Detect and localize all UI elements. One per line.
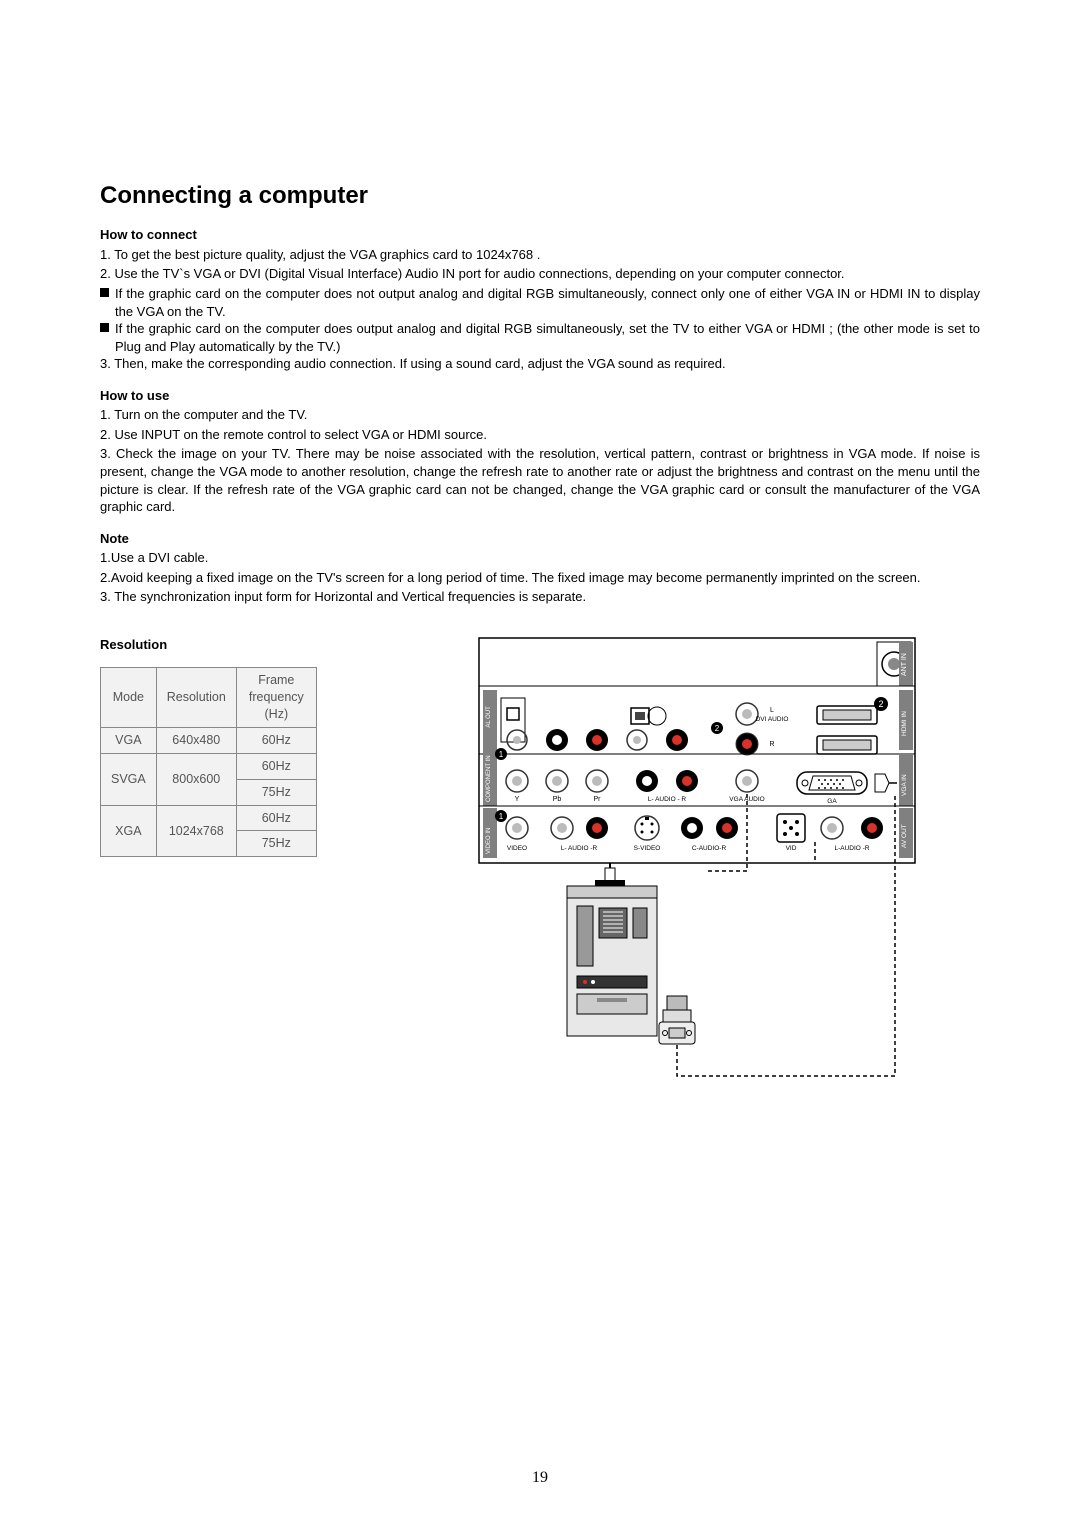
- resolution-heading: Resolution: [100, 636, 317, 654]
- c-audio-r-label: C-AUDIO-R: [692, 845, 727, 852]
- square-bullet-icon: [100, 288, 109, 297]
- cell-mode: VGA: [101, 727, 157, 753]
- resolution-table: Mode Resolution Frame frequency (Hz) VGA…: [100, 667, 317, 857]
- table-header-row: Mode Resolution Frame frequency (Hz): [101, 668, 317, 728]
- dvi-audio-l: L: [770, 707, 774, 714]
- vga-in-label: VGA IN: [901, 774, 908, 796]
- htc-line-3: 3. Then, make the corresponding audio co…: [100, 355, 980, 373]
- component-in-label: COMPONENT IN: [486, 755, 492, 802]
- ant-in-label: ANT IN: [901, 653, 908, 676]
- cell-res: 1024x768: [156, 805, 236, 857]
- l-audio-r-3: L-AUDIO -R: [834, 845, 869, 852]
- l-audio-r-2: L- AUDIO -R: [561, 845, 598, 852]
- video-in-label: VIDEO IN: [486, 827, 492, 853]
- dvi-audio-r: R: [769, 741, 774, 748]
- htc-line-2: 2. Use the TV`s VGA or DVI (Digital Visu…: [100, 265, 980, 283]
- note-line-2: 2.Avoid keeping a fixed image on the TV'…: [100, 569, 980, 587]
- cell-freq: 60Hz: [236, 727, 316, 753]
- cell-mode: XGA: [101, 805, 157, 857]
- badge-1: 1: [499, 750, 504, 759]
- vga-pins: [818, 779, 844, 789]
- dvi-audio-label: DVI AUDIO: [755, 716, 788, 723]
- page-number: 19: [0, 1467, 1080, 1489]
- col-mode: Mode: [101, 668, 157, 728]
- cell-mode: SVGA: [101, 753, 157, 805]
- how-to-use-section: How to use 1. Turn on the computer and t…: [100, 387, 980, 516]
- l-audio-r-1: L- AUDIO - R: [648, 796, 687, 803]
- s-video-label: S-VIDEO: [633, 845, 660, 852]
- ga-label: GA: [827, 798, 837, 805]
- cell-res: 640x480: [156, 727, 236, 753]
- cell-freq: 60Hz: [236, 805, 316, 831]
- htc-bullet-1-text: If the graphic card on the computer does…: [115, 285, 980, 320]
- note-line-3: 3. The synchronization input form for Ho…: [100, 588, 980, 606]
- how-to-connect-heading: How to connect: [100, 226, 980, 244]
- note-heading: Note: [100, 530, 980, 548]
- table-row: XGA 1024x768 60Hz: [101, 805, 317, 831]
- square-bullet-icon: [100, 323, 109, 332]
- htu-line-2: 2. Use INPUT on the remote control to se…: [100, 426, 980, 444]
- col-freq: Frame frequency (Hz): [236, 668, 316, 728]
- htc-bullet-2-text: If the graphic card on the computer does…: [115, 320, 980, 355]
- video-label: VIDEO: [507, 845, 527, 852]
- pb-label: Pb: [553, 796, 562, 803]
- badge-2b: 2: [715, 724, 720, 733]
- col-resolution: Resolution: [156, 668, 236, 728]
- note-section: Note 1.Use a DVI cable. 2.Avoid keeping …: [100, 530, 980, 606]
- vga-cable-connector-icon: [659, 996, 695, 1044]
- cell-freq: 75Hz: [236, 831, 316, 857]
- page-title: Connecting a computer: [100, 180, 980, 212]
- cell-res: 800x600: [156, 753, 236, 805]
- badge-2: 2: [878, 699, 883, 709]
- note-line-1: 1.Use a DVI cable.: [100, 549, 980, 567]
- table-row: SVGA 800x600 60Hz: [101, 753, 317, 779]
- vid-label: VID: [785, 845, 796, 852]
- htu-line-3: 3. Check the image on your TV. There may…: [100, 445, 980, 515]
- htc-bullet-1: If the graphic card on the computer does…: [100, 285, 980, 320]
- hdmi-in-label: HDMI IN: [901, 711, 908, 736]
- y-label: Y: [514, 796, 519, 803]
- htu-line-1: 1. Turn on the computer and the TV.: [100, 406, 980, 424]
- how-to-connect-section: How to connect 1. To get the best pictur…: [100, 226, 980, 372]
- cell-freq: 60Hz: [236, 753, 316, 779]
- how-to-use-heading: How to use: [100, 387, 980, 405]
- vga-cable-dashed: [677, 796, 895, 1076]
- pr-label: Pr: [593, 796, 601, 803]
- tv-back-panel-diagram: ANT IN OPTICAL OUT HDMI IN 2 L DVI AUDIO…: [477, 636, 917, 1096]
- htc-bullet-2: If the graphic card on the computer does…: [100, 320, 980, 355]
- badge-1b: 1: [499, 812, 504, 821]
- table-row: VGA 640x480 60Hz: [101, 727, 317, 753]
- computer-tower-icon: [567, 886, 657, 1036]
- resolution-section: Resolution Mode Resolution Frame frequen…: [100, 636, 317, 858]
- av-out-label: AV OUT: [901, 824, 908, 848]
- htc-line-1: 1. To get the best picture quality, adju…: [100, 246, 980, 264]
- cell-freq: 75Hz: [236, 779, 316, 805]
